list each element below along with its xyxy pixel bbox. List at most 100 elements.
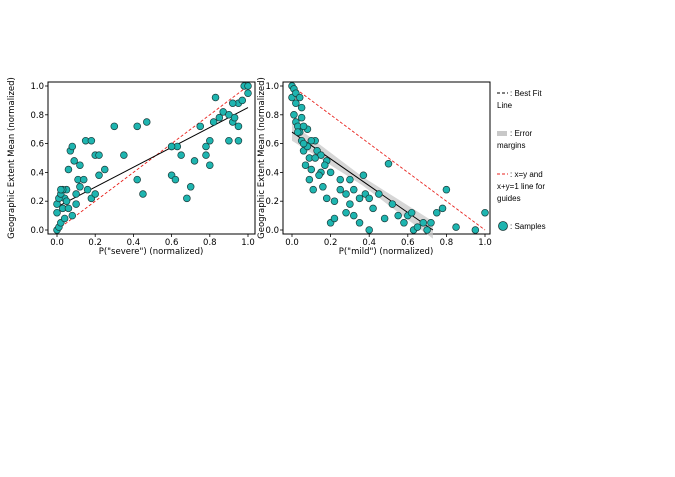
data-point — [305, 175, 314, 184]
data-point — [206, 161, 214, 169]
data-point — [407, 208, 416, 217]
data-point — [202, 151, 210, 159]
legend-guide-line1: : x=y and — [510, 170, 543, 179]
data-point — [413, 223, 422, 231]
data-point — [95, 151, 103, 159]
guide-line — [56, 85, 249, 231]
x-tick-label: 0.8 — [440, 238, 454, 248]
data-point — [234, 122, 243, 131]
data-point — [196, 122, 205, 131]
data-point — [355, 194, 364, 203]
legend-best-fit-line1: : Best Fit — [510, 89, 542, 98]
x-axis-label: P("mild") (normalized) — [339, 247, 434, 257]
data-point — [83, 185, 92, 194]
data-point — [183, 194, 191, 203]
data-point — [209, 118, 218, 126]
legend-samples-label: : Samples — [510, 222, 546, 231]
data-point — [186, 183, 195, 191]
y-tick-label: 0.2 — [30, 197, 44, 207]
y-tick-label: 0.8 — [265, 111, 279, 121]
data-point — [72, 200, 80, 208]
data-point — [438, 204, 447, 213]
data-point — [87, 136, 96, 145]
data-point — [427, 219, 435, 227]
data-point — [177, 151, 185, 159]
x-tick-label: 0.0 — [50, 238, 64, 248]
data-point — [380, 214, 389, 223]
data-point — [336, 185, 345, 194]
legend-error-line2: margins — [497, 141, 525, 150]
data-point — [294, 128, 302, 136]
data-point — [62, 197, 71, 205]
guide-line — [291, 85, 486, 231]
data-point — [79, 175, 88, 184]
data-point — [72, 190, 80, 198]
x-tick-label: 0.2 — [88, 238, 102, 248]
data-point — [206, 136, 214, 145]
data-point — [234, 136, 243, 145]
data-point — [211, 93, 220, 102]
data-point — [346, 200, 354, 208]
data-point — [471, 226, 480, 234]
data-point — [319, 183, 327, 191]
data-point — [299, 122, 308, 131]
y-tick-label: 0.2 — [265, 197, 279, 207]
data-point — [139, 190, 147, 198]
data-point — [171, 175, 180, 184]
y-tick-label: 0.4 — [30, 168, 44, 178]
data-point — [68, 211, 77, 220]
data-point — [400, 219, 408, 227]
data-point — [120, 151, 128, 159]
legend-best-fit-label: : Best Fit Line — [497, 89, 544, 110]
data-point — [143, 118, 151, 126]
y-tick-label: 0.0 — [30, 226, 44, 236]
data-point — [322, 194, 331, 203]
left-scatter-panel: 0.0 0.2 0.4 0.6 0.8 1.0 0.0 0.2 0.4 0.6 0.8 1.0 P(… — [7, 77, 256, 257]
y-tick-label: 1.0 — [265, 82, 279, 92]
data-point — [481, 208, 489, 217]
x-tick-label: 0.6 — [165, 238, 179, 248]
y-tick-label: 0.8 — [30, 111, 44, 121]
x-tick-label: 0.2 — [324, 238, 338, 248]
data-point — [369, 204, 377, 213]
legend-error-swatch — [497, 131, 507, 136]
y-tick-label: 0.6 — [30, 140, 44, 150]
data-point — [442, 185, 451, 194]
data-point — [365, 226, 373, 234]
data-point — [330, 214, 339, 223]
data-point — [342, 208, 350, 217]
data-point — [307, 165, 316, 174]
data-point — [321, 161, 329, 169]
x-tick-group: 0.0 0.2 0.4 0.6 0.8 1.0 — [50, 234, 255, 248]
guide-line-group — [291, 85, 486, 231]
data-point — [167, 142, 176, 151]
data-point — [76, 183, 84, 191]
data-point — [433, 208, 441, 217]
legend-samples-marker — [498, 221, 508, 231]
data-point — [244, 89, 252, 97]
data-point — [326, 168, 335, 177]
data-point — [292, 99, 300, 108]
data-point — [301, 161, 310, 169]
data-point — [64, 204, 73, 213]
points-group — [288, 82, 489, 234]
legend-guide-line2: x+y=1 line for — [497, 182, 545, 191]
x-axis-label: P("severe") (normalized) — [99, 247, 204, 257]
data-point — [350, 185, 358, 194]
x-tick-label: 0.4 — [362, 238, 376, 248]
data-point — [299, 139, 308, 148]
data-point — [309, 185, 317, 194]
y-axis-label: Geographic Extent Mean (normalized) — [257, 77, 267, 239]
data-point — [355, 219, 364, 227]
x-tick-label: 0.8 — [203, 238, 217, 248]
data-point — [336, 175, 345, 184]
data-point — [350, 211, 358, 220]
data-point — [70, 157, 78, 165]
data-point — [365, 194, 373, 203]
data-point — [238, 96, 247, 105]
y-axis-label: Geographic Extent Mean (normalized) — [7, 77, 17, 239]
x-tick-label: 0.4 — [127, 238, 141, 248]
data-point — [202, 142, 210, 151]
plot-frame — [282, 81, 491, 235]
